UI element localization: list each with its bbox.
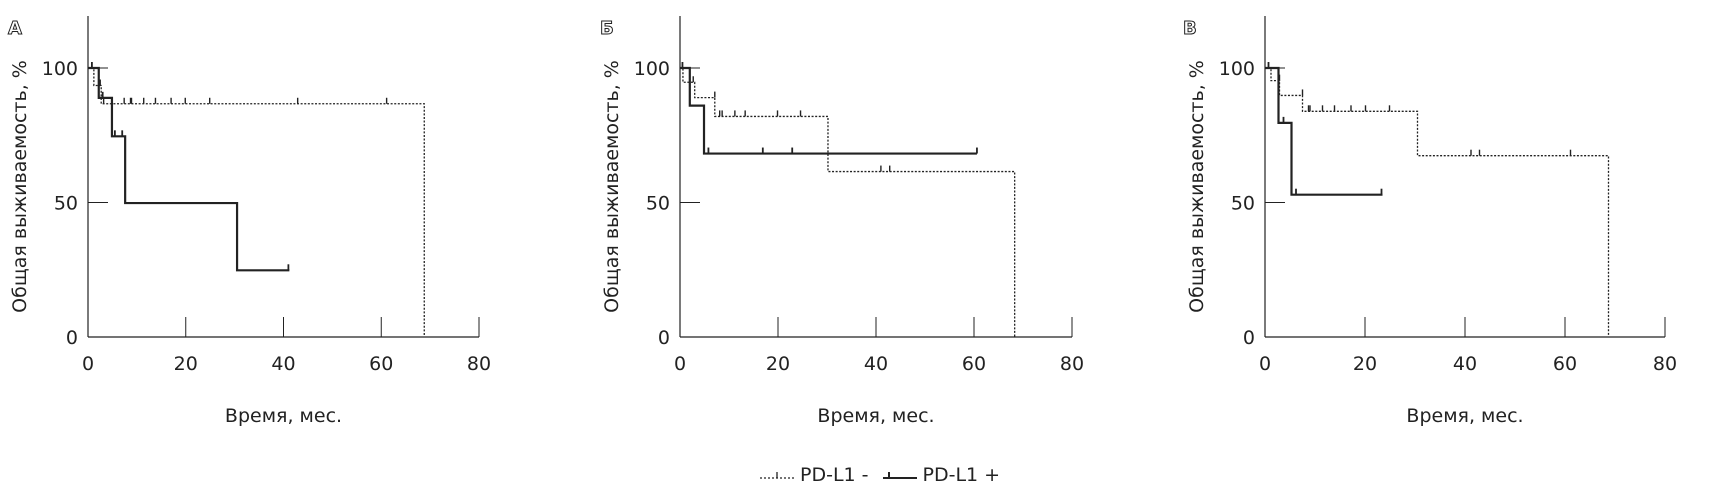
chart-panel-3: 0 50 100 0 20 40 60 80 Время, мес. Общая выживаем… <box>1183 16 1677 427</box>
dotted-line-swatch-icon <box>760 472 794 479</box>
x-tick-label: 20 <box>1353 353 1377 375</box>
x-axis-label: Время, мес. <box>817 405 934 427</box>
panel-label: Б <box>600 18 614 39</box>
pdl1-positive-curve <box>88 66 290 272</box>
y-tick-label: 100 <box>1219 58 1255 80</box>
pdl1-positive-curve <box>680 66 977 155</box>
legend-label: PD-L1 - <box>800 464 869 486</box>
chart-panel-2: 0 50 100 0 20 40 60 80 Время, мес. Общая выживаем… <box>600 16 1084 427</box>
x-tick-label: 60 <box>962 353 986 375</box>
x-tick-label: 0 <box>82 353 94 375</box>
x-tick-label: 40 <box>864 353 888 375</box>
y-axis-label: Общая выживаемость, % <box>9 60 31 313</box>
pdl1-positive-curve <box>1265 66 1383 196</box>
y-tick-label: 0 <box>658 327 670 349</box>
pdl1-negative-curve <box>88 67 425 337</box>
y-tick-label: 100 <box>42 58 78 80</box>
panel-label: В <box>1183 18 1197 39</box>
x-tick-label: 80 <box>1060 353 1084 375</box>
y-tick-label: 50 <box>646 193 670 215</box>
legend-item-pdl1-positive: PD-L1 + <box>882 464 1001 486</box>
x-tick-label: 80 <box>1653 353 1677 375</box>
x-tick-label: 0 <box>674 353 686 375</box>
x-tick-label: 20 <box>766 353 790 375</box>
y-axis-label: Общая выживаемость, % <box>601 60 623 313</box>
y-tick-label: 50 <box>1231 193 1255 215</box>
x-tick-label: 60 <box>369 353 393 375</box>
x-tick-label: 20 <box>174 353 198 375</box>
x-axis-label: Время, мес. <box>1406 405 1523 427</box>
legend: PD-L1 - PD-L1 + <box>760 464 1000 486</box>
x-tick-label: 40 <box>271 353 295 375</box>
pdl1-negative-curve <box>1265 67 1610 337</box>
pdl1-negative-curve <box>680 67 1016 337</box>
y-axis-label: Общая выживаемость, % <box>1186 60 1208 313</box>
legend-item-pdl1-negative: PD-L1 - <box>760 464 869 486</box>
y-tick-label: 100 <box>634 58 670 80</box>
y-tick-label: 50 <box>54 193 78 215</box>
x-axis-label: Время, мес. <box>225 405 342 427</box>
legend-label: PD-L1 + <box>922 464 1001 486</box>
chart-panel-1: 0 50 100 0 20 40 60 80 Время, мес. Общая выживаем… <box>8 16 491 427</box>
x-tick-label: 40 <box>1453 353 1477 375</box>
panel-label: А <box>8 18 22 39</box>
solid-line-swatch-icon <box>882 472 917 479</box>
y-tick-label: 0 <box>1243 327 1255 349</box>
y-tick-label: 0 <box>66 327 78 349</box>
x-tick-label: 60 <box>1553 353 1577 375</box>
x-tick-label: 80 <box>467 353 491 375</box>
x-tick-label: 0 <box>1259 353 1271 375</box>
